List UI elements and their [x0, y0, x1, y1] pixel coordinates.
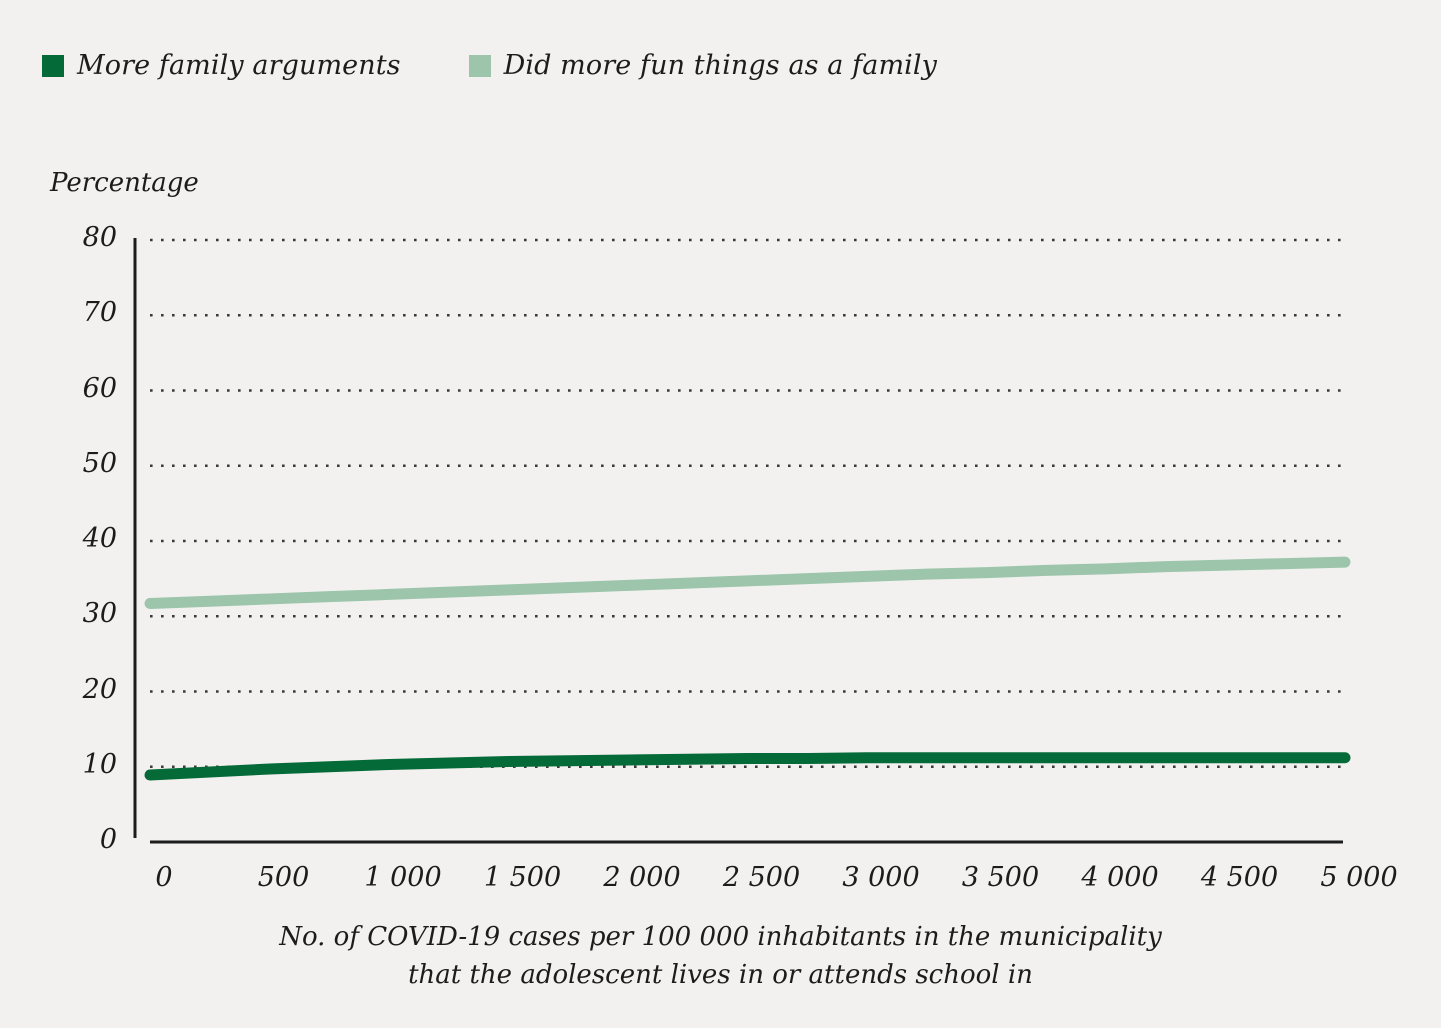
- legend-item-did-more-fun-things[interactable]: Did more fun things as a family: [468, 50, 937, 81]
- legend-swatch-dark-green: [42, 54, 64, 77]
- y-tick-text: 60: [82, 372, 117, 404]
- legend-item-more-family-arguments[interactable]: More family arguments: [42, 52, 401, 79]
- x-tick-label-500: 500: [257, 862, 310, 893]
- series-line-1: [144, 556, 1351, 609]
- legend-label-more-family-arguments: More family arguments: [77, 50, 401, 81]
- x-tick-label-2500: 2 500: [722, 862, 801, 893]
- x-tick-label-1000: 1 000: [364, 862, 442, 893]
- gridlines: [150, 238, 1345, 768]
- y-axis-title: Percentage: [50, 168, 199, 198]
- y-tick-text: 10: [82, 748, 117, 780]
- x-axis-title: No. of COVID-19 cases per 100 000 inhabi…: [0, 918, 1441, 994]
- y-tick-text: 0: [99, 824, 117, 855]
- x-axis-title-line-2: that the adolescent lives in or attends …: [408, 960, 1033, 990]
- y-tick-text: 20: [82, 673, 117, 705]
- legend-label-did-more-fun-things: Did more fun things as a family: [503, 50, 937, 81]
- x-tick-label-3500: 3 500: [961, 862, 1040, 893]
- chart-legend: More family arguments Did more fun thing…: [42, 52, 937, 79]
- y-tick-text: 40: [82, 523, 117, 554]
- legend-swatch-light-green: [468, 54, 491, 77]
- x-tick-label-3000: 3 000: [842, 862, 920, 893]
- x-tick-label-4000: 4 000: [1081, 862, 1159, 893]
- x-tick-label-5000: 5 000: [1320, 862, 1398, 893]
- x-tick-label-1500: 1 500: [483, 862, 562, 893]
- x-axis-title-line-1: No. of COVID-19 cases per 100 000 inhabi…: [279, 922, 1162, 952]
- y-tick-text: 30: [82, 598, 117, 630]
- y-tick-text: 80: [82, 222, 117, 253]
- y-tick-text: 50: [82, 447, 117, 479]
- x-tick-label-2000: 2 000: [603, 862, 681, 893]
- series-line-0: [144, 752, 1351, 781]
- y-tick-text: 70: [82, 297, 117, 329]
- x-tick-label-4500: 4 500: [1200, 862, 1279, 893]
- x-tick-label-0: 0: [155, 862, 173, 893]
